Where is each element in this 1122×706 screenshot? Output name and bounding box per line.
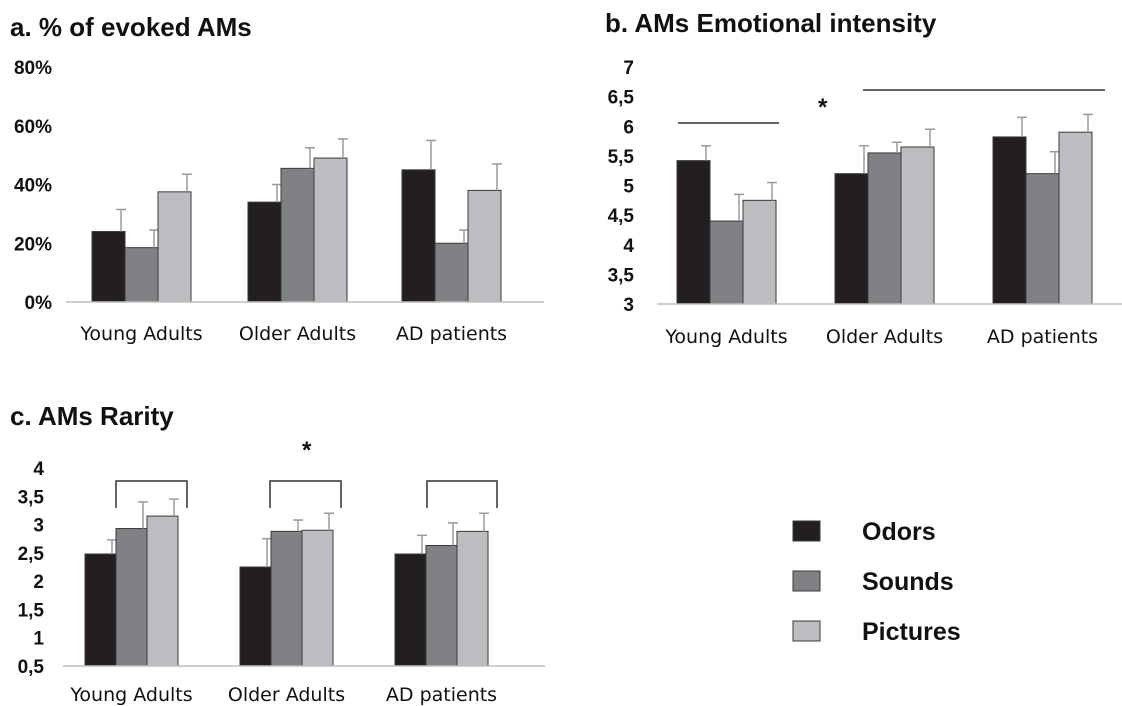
significance-bracket: [115, 480, 188, 508]
legend-swatch-pictures: [792, 620, 821, 642]
bar-pictures: [456, 530, 489, 667]
legend-swatch-sounds: [792, 570, 821, 592]
bar-odors: [84, 553, 117, 667]
bar-pictures: [1058, 131, 1093, 305]
significance-c: *: [115, 437, 498, 508]
significance-star: *: [818, 94, 828, 121]
bar-odors: [992, 136, 1027, 305]
chart-title: b. AMs Emotional intensity: [605, 8, 937, 38]
y-tick-label: 0,5: [18, 657, 45, 678]
y-tick-label: 4: [623, 236, 634, 257]
bar-sounds: [709, 220, 744, 305]
x-tick-label: Young Adults: [79, 323, 202, 345]
y-tick-label: 4: [33, 459, 44, 480]
y-tick-label: 6,5: [608, 88, 635, 109]
y-tick-label: 40%: [14, 176, 52, 197]
bar-odors: [91, 231, 126, 303]
bar-pictures: [467, 189, 502, 303]
bar-pictures: [900, 146, 935, 305]
x-tick-label: Older Adults: [239, 323, 356, 345]
bar-odors: [247, 201, 282, 303]
x-tick-label: AD patients: [396, 323, 507, 345]
bar-pictures: [146, 515, 179, 667]
bar-sounds: [867, 152, 902, 305]
legend: Odors Sounds Pictures: [792, 518, 961, 646]
bar-sounds: [280, 167, 315, 303]
legend-label: Odors: [862, 518, 936, 546]
y-tick-label: 1: [33, 629, 44, 650]
x-tick-label: AD patients: [987, 326, 1098, 348]
y-tick-label: 0%: [25, 293, 53, 314]
y-tick-label: 4,5: [608, 206, 635, 227]
chart-title: a. % of evoked AMs: [10, 12, 252, 42]
bar-odors: [401, 169, 436, 303]
bar-sounds: [1025, 173, 1060, 305]
y-tick-label: 80%: [14, 58, 52, 79]
y-tick-label: 60%: [14, 117, 52, 138]
x-tick-label: Young Adults: [664, 326, 787, 348]
significance-bracket: [426, 480, 498, 508]
bar-odors: [834, 173, 869, 305]
significance-b: *: [678, 89, 1105, 124]
chart-title: c. AMs Rarity: [10, 401, 174, 431]
y-tick-label: 3,5: [18, 487, 45, 508]
bar-sounds: [270, 530, 303, 667]
y-tick-label: 2: [33, 572, 44, 593]
legend-swatch-odors: [792, 520, 821, 542]
bar-sounds: [115, 528, 148, 667]
bar-pictures: [313, 157, 348, 303]
y-tick-label: 3: [33, 516, 44, 537]
x-tick-label: Older Adults: [826, 326, 943, 348]
bar-odors: [239, 566, 272, 667]
chart-panel-b: b. AMs Emotional intensity 3 3,5 4 4,5 5 5,5 6 6…: [605, 8, 1122, 348]
y-tick-label: 3,5: [608, 265, 635, 286]
chart-panel-a: a. % of evoked AMs 0% 20% 40% 60% 80% Young Ad…: [10, 12, 544, 345]
bar-odors: [394, 553, 427, 667]
y-tick-label: 7: [623, 58, 634, 79]
bar-sounds: [434, 242, 469, 303]
y-tick-label: 20%: [14, 234, 52, 255]
significance-bracket: [269, 480, 342, 508]
y-tick-label: 6: [623, 117, 634, 138]
chart-panel-c: c. AMs Rarity 0,5 1 1,5 2 2,5 3 3,5 4 Young Adult…: [10, 401, 545, 706]
bar-sounds: [124, 247, 159, 303]
y-tick-label: 3: [623, 295, 634, 316]
y-tick-label: 1,5: [18, 600, 45, 621]
bar-pictures: [157, 191, 192, 303]
bar-odors: [676, 160, 711, 305]
bar-sounds: [425, 545, 458, 667]
bar-pictures: [301, 529, 334, 667]
x-tick-label: AD patients: [386, 684, 497, 706]
y-tick-label: 5: [623, 177, 634, 198]
legend-label: Pictures: [862, 618, 961, 646]
bar-pictures: [742, 199, 777, 305]
y-tick-label: 5,5: [608, 147, 635, 168]
y-tick-label: 2,5: [18, 544, 45, 565]
x-tick-label: Older Adults: [228, 684, 345, 706]
legend-label: Sounds: [862, 568, 954, 596]
significance-star: *: [302, 437, 312, 464]
x-tick-label: Young Adults: [69, 684, 192, 706]
